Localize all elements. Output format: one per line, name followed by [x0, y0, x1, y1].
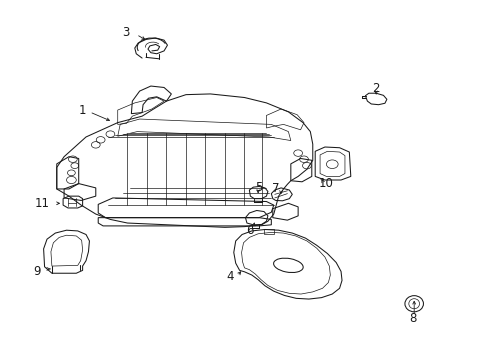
Text: 7: 7 [272, 183, 279, 195]
Text: 10: 10 [318, 177, 333, 190]
Text: 4: 4 [226, 270, 233, 283]
Text: 9: 9 [33, 265, 41, 278]
Text: 3: 3 [122, 27, 130, 40]
Text: 8: 8 [408, 311, 416, 325]
Text: 6: 6 [245, 224, 253, 237]
Text: 2: 2 [372, 82, 379, 95]
Text: 1: 1 [79, 104, 86, 117]
Text: 11: 11 [34, 197, 49, 210]
Text: 5: 5 [255, 181, 262, 194]
